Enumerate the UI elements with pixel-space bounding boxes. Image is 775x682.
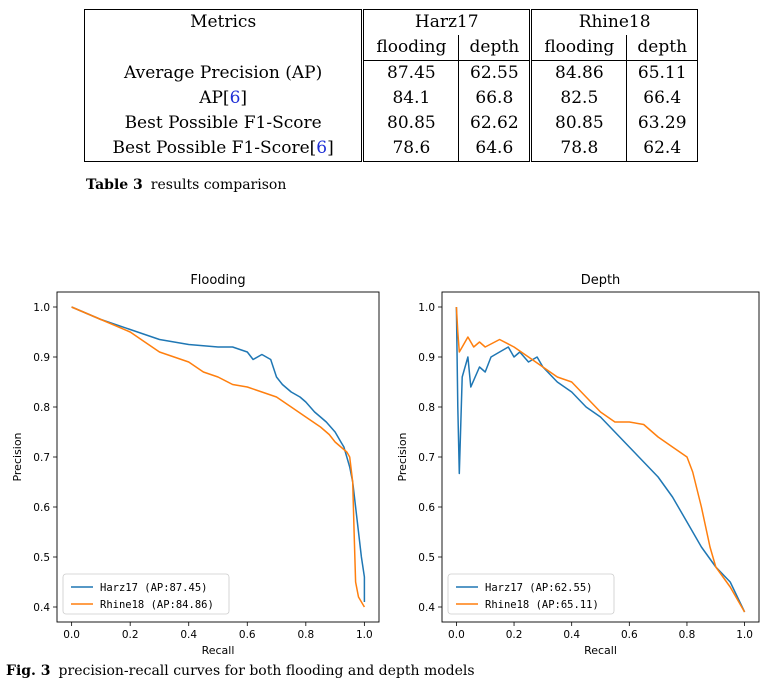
rhine18-series-line	[71, 306, 366, 608]
subheader-flooding: flooding	[362, 35, 459, 61]
y-tick-label: 0.9	[33, 352, 50, 364]
x-tick-label: 1.0	[736, 629, 753, 641]
table-row: Best Possible F1-Score[6] 78.6 64.6 78.8…	[84, 136, 698, 162]
legend-box	[62, 573, 230, 615]
y-tick-label: 0.8	[418, 402, 435, 414]
x-tick-label: 0.8	[297, 629, 314, 641]
figure-caption-text: precision-recall curves for both floodin…	[58, 663, 475, 679]
x-tick-label: 0.0	[448, 629, 465, 641]
x-tick-label: 0.4	[180, 629, 197, 641]
table-cell: 66.8	[458, 86, 531, 111]
citation-link[interactable]: 6	[229, 88, 241, 108]
table-header-row-2: flooding depth flooding depth	[85, 35, 698, 61]
y-tick-label: 0.6	[418, 502, 435, 514]
legend-entry: Harz17 (AP:62.55)	[485, 582, 592, 594]
x-tick-label: 0.2	[506, 629, 523, 641]
x-tick-label: 0.4	[563, 629, 580, 641]
results-table-container: Metrics Harz17 Rhine18 flooding depth fl…	[84, 9, 698, 162]
harz17-series-line	[71, 306, 366, 602]
plot-frame	[441, 291, 760, 623]
x-tick-label: 0.0	[63, 629, 80, 641]
chart-title: Flooding	[190, 273, 245, 288]
table-cell: 84.1	[392, 88, 431, 108]
metric-name: Best Possible F1-Score[6]	[84, 136, 365, 162]
plot-frame	[56, 291, 380, 623]
y-tick-label: 0.9	[418, 352, 435, 364]
legend-entry: Harz17 (AP:87.45)	[100, 582, 207, 594]
table-cell: 65.11	[626, 60, 698, 86]
harz17-header: Harz17	[414, 12, 479, 32]
y-tick-label: 1.0	[33, 302, 50, 314]
y-tick-label: 0.8	[33, 402, 50, 414]
metrics-header: Metrics	[84, 9, 365, 61]
citation-link[interactable]: 6	[316, 138, 328, 158]
subheader-depth: depth	[626, 35, 698, 61]
x-axis-label: Recall	[202, 644, 235, 657]
legend: Harz17 (AP:62.55) Rhine18 (AP:65.11)	[447, 573, 615, 615]
x-tick-label: 1.0	[356, 629, 373, 641]
table-cell: 82.5	[529, 86, 627, 111]
table-cell: 78.6	[392, 138, 431, 158]
results-table: Metrics Harz17 Rhine18 flooding depth fl…	[84, 9, 698, 162]
rhine18-header: Rhine18	[529, 9, 698, 35]
figure-caption-label: Fig. 3	[6, 663, 51, 679]
harz17-series-line	[455, 306, 746, 613]
legend-entry: Rhine18 (AP:65.11)	[485, 599, 599, 611]
x-tick-label: 0.2	[122, 629, 139, 641]
table-header-row-1: Metrics Harz17 Rhine18	[84, 9, 698, 61]
chart-title: Depth	[581, 273, 621, 288]
depth-pr-chart: Depth 0.0 0.2 0.4 0.6 0.8 1.0 0.4 0.5 0.6 0.7 0.8 0.…	[396, 273, 760, 657]
y-tick-label: 0.4	[418, 602, 435, 614]
metric-name: Average Precision (AP)	[84, 60, 365, 86]
table-cell: 63.29	[626, 111, 698, 136]
metric-name: AP[6]	[84, 86, 365, 111]
y-tick-label: 1.0	[418, 302, 435, 314]
flooding-pr-chart: Flooding 0.0 0.2 0.4 0.6 0.8 1.0 0.4 0.5 0.6 0.7 0.…	[11, 273, 380, 657]
y-tick-label: 0.4	[33, 602, 50, 614]
table-cell: 62.55	[458, 60, 531, 86]
table-caption: Table 3 results comparison	[86, 177, 286, 193]
legend-box	[447, 573, 615, 615]
table-cell: 62.62	[458, 111, 531, 136]
y-tick-label: 0.5	[418, 552, 435, 564]
y-tick-label: 0.7	[418, 452, 435, 464]
metric-name: Best Possible F1-Score	[84, 111, 365, 136]
legend: Harz17 (AP:87.45) Rhine18 (AP:84.86)	[62, 573, 230, 615]
y-tick-label: 0.7	[33, 452, 50, 464]
table-cell: 62.4	[626, 136, 698, 162]
table-cell: 80.85	[529, 111, 627, 136]
table-row: Average Precision (AP) 87.45 62.55 84.86…	[84, 60, 698, 86]
table-cell: 80.85	[387, 113, 436, 133]
table-caption-text: results comparison	[150, 177, 287, 193]
table-cell: 87.45	[387, 63, 436, 83]
x-tick-label: 0.6	[239, 629, 256, 641]
x-axis-label: Recall	[584, 644, 617, 657]
figure-caption: Fig. 3 precision-recall curves for both f…	[6, 663, 475, 679]
rhine18-series-line	[455, 306, 746, 613]
subheader-depth: depth	[458, 35, 531, 61]
x-tick-label: 0.8	[679, 629, 696, 641]
y-axis-label: Precision	[396, 432, 409, 481]
y-axis-label: Precision	[11, 432, 24, 481]
table-cell: 64.6	[458, 136, 531, 162]
table-row: AP[6] 84.1 66.8 82.5 66.4	[84, 86, 698, 111]
legend-entry: Rhine18 (AP:84.86)	[100, 599, 214, 611]
y-tick-label: 0.5	[33, 552, 50, 564]
y-tick-label: 0.6	[33, 502, 50, 514]
table-cell: 66.4	[626, 86, 698, 111]
x-tick-label: 0.6	[621, 629, 638, 641]
table-cell: 84.86	[529, 60, 627, 86]
table-cell: 78.8	[529, 136, 627, 162]
subheader-flooding: flooding	[529, 35, 627, 61]
table-caption-label: Table 3	[86, 177, 143, 193]
table-row: Best Possible F1-Score 80.85 62.62 80.85…	[84, 111, 698, 136]
